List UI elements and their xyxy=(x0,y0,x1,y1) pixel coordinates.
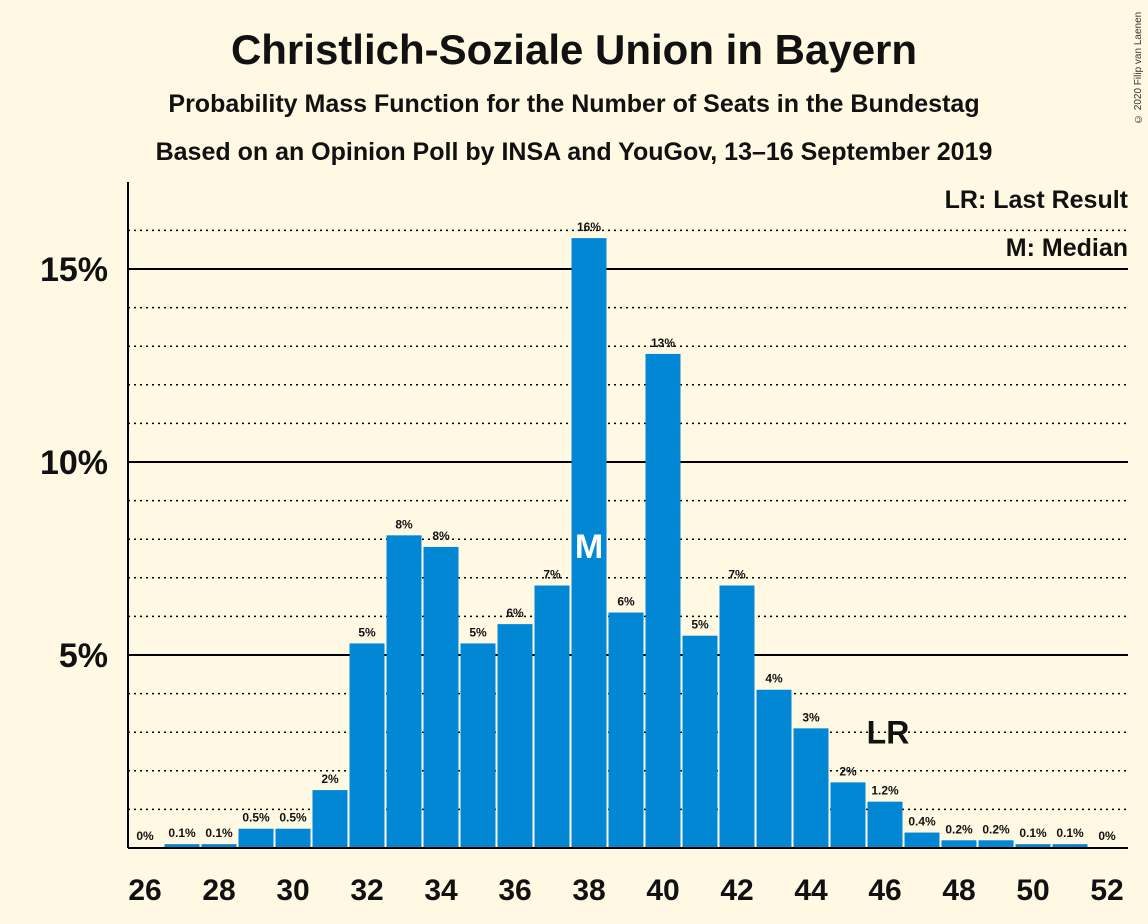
bar-value-label: 0.1% xyxy=(205,826,233,840)
x-tick-label: 50 xyxy=(1016,874,1049,907)
bar-value-label: 0% xyxy=(136,829,154,843)
bar-value-label: 0.4% xyxy=(908,815,936,829)
x-tick-label: 30 xyxy=(276,874,309,907)
chart-subtitle: Probability Mass Function for the Number… xyxy=(168,90,980,118)
bar-seats-46 xyxy=(867,801,903,848)
x-tick-label: 38 xyxy=(572,874,605,907)
bar-seats-41 xyxy=(682,635,718,848)
bar-seats-51 xyxy=(1052,844,1088,848)
bar-value-label: 5% xyxy=(358,625,376,639)
x-tick-label: 48 xyxy=(942,874,975,907)
bar-seats-42 xyxy=(719,585,755,848)
bar-value-label: 0.1% xyxy=(168,826,196,840)
bar-value-label: 4% xyxy=(765,672,783,686)
x-tick-label: 32 xyxy=(350,874,383,907)
bar-value-label: 2% xyxy=(321,772,339,786)
x-tick-label: 44 xyxy=(794,874,828,907)
bar-value-label: 6% xyxy=(617,595,635,609)
bar-value-label: 0.5% xyxy=(279,811,307,825)
bar-seats-32 xyxy=(349,643,385,848)
bar-seats-49 xyxy=(978,840,1014,848)
x-tick-label: 34 xyxy=(424,874,458,907)
bar-value-label: 0.1% xyxy=(1056,826,1084,840)
y-tick-label: 10% xyxy=(40,444,108,482)
chart-subtitle-poll: Based on an Opinion Poll by INSA and You… xyxy=(155,138,993,166)
bar-value-label: 0.5% xyxy=(242,811,270,825)
bar-value-label: 3% xyxy=(802,710,820,724)
bar-seats-29 xyxy=(238,828,274,848)
bar-value-label: 5% xyxy=(469,625,487,639)
bar-seats-35 xyxy=(460,643,496,848)
x-tick-label: 28 xyxy=(202,874,235,907)
bar-seats-50 xyxy=(1015,844,1051,848)
bar-seats-43 xyxy=(756,689,792,848)
bar-seats-34 xyxy=(423,546,459,848)
bar-seats-44 xyxy=(793,728,829,848)
bar-seats-38 xyxy=(571,238,607,848)
y-tick-label: 15% xyxy=(40,251,108,289)
bar-value-label: 8% xyxy=(432,529,450,543)
bar-value-label: 0.2% xyxy=(982,822,1010,836)
median-marker: M xyxy=(575,528,603,566)
bar-seats-27 xyxy=(164,844,200,848)
bar-seats-37 xyxy=(534,585,570,848)
bar-seats-48 xyxy=(941,840,977,848)
bar-value-label: 0.2% xyxy=(945,822,973,836)
bar-value-label: 0.1% xyxy=(1019,826,1047,840)
bar-seats-31 xyxy=(312,790,348,848)
x-tick-label: 36 xyxy=(498,874,531,907)
bar-seats-33 xyxy=(386,535,422,848)
last-result-marker: LR xyxy=(867,715,910,751)
x-tick-label: 40 xyxy=(646,874,679,907)
x-tick-label: 52 xyxy=(1090,874,1123,907)
bar-seats-47 xyxy=(904,832,940,848)
bar-value-label: 2% xyxy=(839,764,857,778)
x-tick-label: 42 xyxy=(720,874,753,907)
y-tick-label: 5% xyxy=(59,637,108,675)
chart-title: Christlich-Soziale Union in Bayern xyxy=(230,26,918,73)
x-tick-label: 46 xyxy=(868,874,901,907)
bar-value-label: 16% xyxy=(577,220,601,234)
x-tick-label: 26 xyxy=(128,874,161,907)
bar-value-label: 1.2% xyxy=(871,784,899,798)
bar-value-label: 8% xyxy=(395,517,413,531)
bar-value-label: 5% xyxy=(691,618,709,632)
bar-seats-39 xyxy=(608,612,644,848)
bar-seats-40 xyxy=(645,353,681,848)
legend-median: M: Median xyxy=(1005,234,1128,262)
bar-value-label: 6% xyxy=(506,606,524,620)
bar-value-label: 7% xyxy=(543,568,561,582)
bar-seats-45 xyxy=(830,782,866,848)
bar-seats-36 xyxy=(497,624,533,848)
legend-last-result: LR: Last Result xyxy=(944,186,1128,214)
bar-seats-30 xyxy=(275,828,311,848)
bar-seats-28 xyxy=(201,844,237,848)
bar-value-label: 13% xyxy=(651,336,675,350)
bar-value-label: 0% xyxy=(1098,829,1116,843)
bar-value-label: 7% xyxy=(728,568,746,582)
